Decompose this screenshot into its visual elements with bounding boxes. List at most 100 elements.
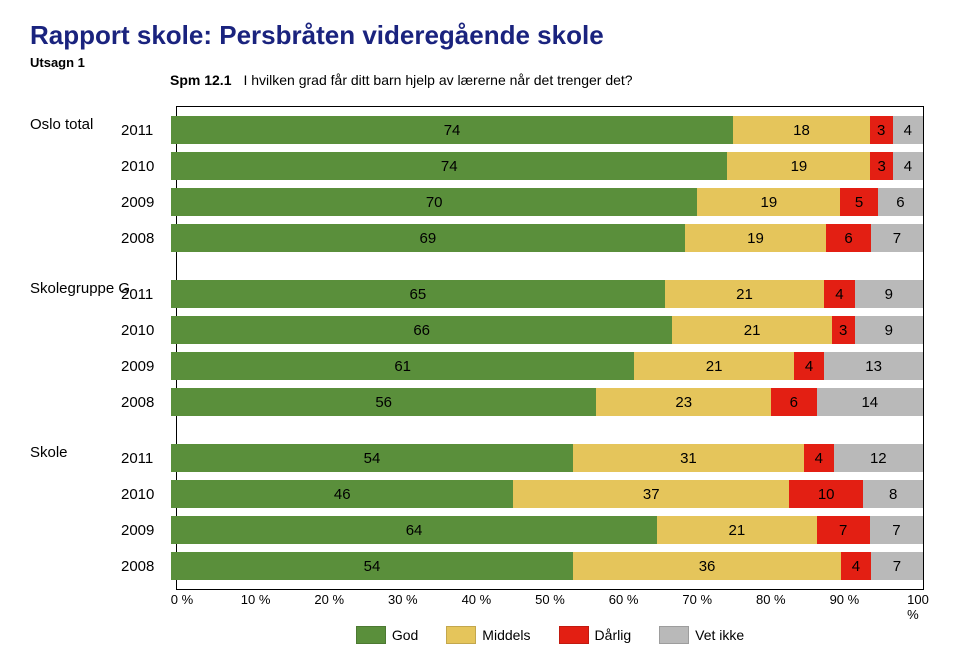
bar-segment: 19	[727, 152, 870, 180]
bar-track: 662139	[171, 316, 923, 344]
axis-tick: 50 %	[535, 592, 565, 607]
bar-segment: 70	[171, 188, 697, 216]
year-label: 2008	[121, 558, 171, 575]
bar-segment: 6	[771, 388, 817, 416]
bar-segment: 9	[855, 316, 923, 344]
bar-segment: 56	[171, 388, 596, 416]
year-label: 2010	[121, 158, 171, 175]
bar-row: 2011652149	[177, 276, 923, 312]
bar-group: 2011543141220104637108200964217720085436…	[177, 435, 923, 589]
year-label: 2009	[121, 522, 171, 539]
axis-tick: 60 %	[609, 592, 639, 607]
bar-segment: 74	[171, 116, 733, 144]
bar-row: 2008691967	[177, 220, 923, 256]
bar-segment: 31	[573, 444, 804, 472]
report-title: Rapport skole: Persbråten videregående s…	[30, 20, 930, 51]
bar-segment: 10	[789, 480, 863, 508]
bar-track: 652149	[171, 280, 923, 308]
bar-segment: 54	[171, 444, 573, 472]
legend-item: Vet ikke	[659, 626, 744, 644]
axis-tick: 30 %	[388, 592, 418, 607]
axis-tick: 100 %	[907, 592, 929, 622]
bar-segment: 4	[824, 280, 854, 308]
question-text: I hvilken grad får ditt barn hjelp av læ…	[243, 72, 632, 88]
bar-segment: 7	[871, 224, 923, 252]
bar-track: 4637108	[171, 480, 923, 508]
legend-swatch	[659, 626, 689, 644]
bar-track: 5623614	[171, 388, 923, 416]
bar-segment: 21	[657, 516, 817, 544]
plot-area: 2011741834201074193420097019562008691967…	[176, 106, 924, 590]
year-label: 2010	[121, 486, 171, 503]
legend-label: God	[392, 627, 418, 643]
bar-segment: 9	[855, 280, 923, 308]
legend: God Middels Dårlig Vet ikke	[176, 626, 924, 644]
bar-segment: 4	[804, 444, 834, 472]
bar-track: 741834	[171, 116, 923, 144]
bar-segment: 3	[870, 116, 893, 144]
legend-swatch	[559, 626, 589, 644]
year-label: 2009	[121, 194, 171, 211]
bar-segment: 7	[817, 516, 870, 544]
bar-segment: 12	[834, 444, 923, 472]
bar-track: 642177	[171, 516, 923, 544]
axis-tick: 40 %	[462, 592, 492, 607]
axis-tick: 10 %	[241, 592, 271, 607]
bar-group: 2011741834201074193420097019562008691967	[177, 107, 923, 261]
axis-tick: 70 %	[682, 592, 712, 607]
utsagn-label: Utsagn 1	[30, 55, 930, 70]
bar-segment: 21	[672, 316, 832, 344]
bar-segment: 5	[840, 188, 878, 216]
year-label: 2010	[121, 322, 171, 339]
legend-item: Middels	[446, 626, 530, 644]
year-label: 2011	[121, 450, 171, 467]
bar-segment: 54	[171, 552, 573, 580]
bar-segment: 61	[171, 352, 634, 380]
legend-item: Dårlig	[559, 626, 632, 644]
bar-row: 2010741934	[177, 148, 923, 184]
x-axis: 0 %10 %20 %30 %40 %50 %60 %70 %80 %90 %1…	[176, 592, 924, 614]
legend-label: Vet ikke	[695, 627, 744, 643]
bar-row: 20085623614	[177, 384, 923, 420]
chart: Oslo totalSkolegruppe GSkole 20117418342…	[30, 106, 930, 644]
bar-segment: 37	[513, 480, 788, 508]
legend-swatch	[356, 626, 386, 644]
bar-segment: 74	[171, 152, 727, 180]
bar-segment: 69	[171, 224, 685, 252]
year-label: 2011	[121, 122, 171, 139]
bar-segment: 64	[171, 516, 657, 544]
legend-item: God	[356, 626, 418, 644]
bar-segment: 4	[893, 152, 923, 180]
axis-tick: 80 %	[756, 592, 786, 607]
bar-segment: 46	[171, 480, 513, 508]
bar-segment: 14	[817, 388, 923, 416]
bar-segment: 3	[832, 316, 855, 344]
bar-track: 691967	[171, 224, 923, 252]
year-label: 2008	[121, 230, 171, 247]
bar-segment: 3	[870, 152, 893, 180]
axis-tick: 20 %	[314, 592, 344, 607]
bar-row: 2008543647	[177, 548, 923, 584]
bar-segment: 66	[171, 316, 672, 344]
year-label: 2009	[121, 358, 171, 375]
bar-segment: 21	[634, 352, 794, 380]
bar-segment: 7	[871, 552, 923, 580]
bar-segment: 7	[870, 516, 923, 544]
bar-segment: 4	[794, 352, 824, 380]
question-row: Spm 12.1 I hvilken grad får ditt barn hj…	[30, 72, 930, 88]
bar-group: 2011652149201066213920096121413200856236…	[177, 271, 923, 425]
legend-swatch	[446, 626, 476, 644]
bar-segment: 13	[824, 352, 923, 380]
axis-tick: 0 %	[171, 592, 193, 607]
bar-segment: 36	[573, 552, 841, 580]
year-label: 2008	[121, 394, 171, 411]
bar-segment: 6	[878, 188, 923, 216]
bar-segment: 19	[697, 188, 840, 216]
bar-track: 6121413	[171, 352, 923, 380]
bar-track: 701956	[171, 188, 923, 216]
bar-segment: 4	[841, 552, 871, 580]
question-number: Spm 12.1	[170, 72, 231, 88]
bar-row: 2011741834	[177, 112, 923, 148]
bar-track: 543647	[171, 552, 923, 580]
bar-segment: 6	[826, 224, 871, 252]
